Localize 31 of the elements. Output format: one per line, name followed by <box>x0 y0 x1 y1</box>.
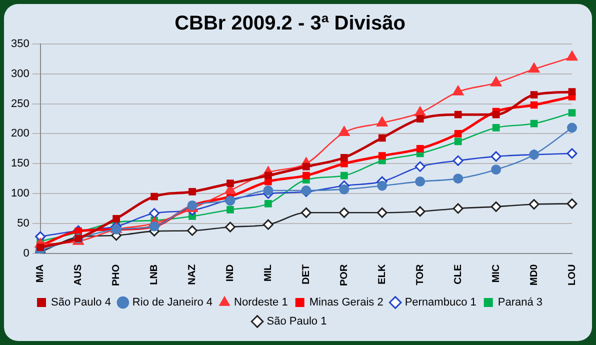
x-tick-label: MIC <box>490 264 502 283</box>
x-tick-label: DET <box>300 264 312 284</box>
y-tick-label: 100 <box>10 188 30 200</box>
legend-label: São Paulo 1 <box>266 316 327 328</box>
x-tick-label: AUS <box>73 264 84 286</box>
x-tick-label: MD0 <box>528 264 540 286</box>
legend-label: São Paulo 4 <box>50 296 111 309</box>
x-tick-label: LNB <box>149 264 160 285</box>
y-tick-label: 0 <box>23 247 30 260</box>
x-tick-label: MIA <box>35 264 46 283</box>
y-tick-label: 50 <box>17 217 30 230</box>
x-tick-label: ELK <box>376 264 388 284</box>
y-tick-label: 300 <box>10 68 30 80</box>
y-tick-label: 350 <box>10 38 30 50</box>
chart-title: CBBr 2009.2 - 3ª Divisão <box>174 12 406 35</box>
legend-label: Minas Gerais 2 <box>309 296 384 309</box>
x-tick-label: POR <box>338 264 350 286</box>
y-tick-label: 250 <box>10 98 30 110</box>
y-tick-label: 150 <box>10 158 30 170</box>
x-tick-label: NAZ <box>187 264 198 285</box>
x-tick-label: LOU <box>566 264 578 286</box>
x-tick-label: MIL <box>262 264 274 282</box>
x-tick-label: IND <box>224 264 236 282</box>
x-tick-label: TOR <box>414 264 426 286</box>
y-tick-label: 200 <box>10 128 30 140</box>
legend-label: Nordeste 1 <box>234 296 288 309</box>
x-tick-label: PHO <box>111 264 122 286</box>
legend-label: Rio de Janeiro 4 <box>132 296 213 309</box>
legend-label: Pernambuco 1 <box>404 296 476 309</box>
legend-label: Paraná 3 <box>498 296 543 309</box>
x-tick-label: CLE <box>452 264 464 284</box>
